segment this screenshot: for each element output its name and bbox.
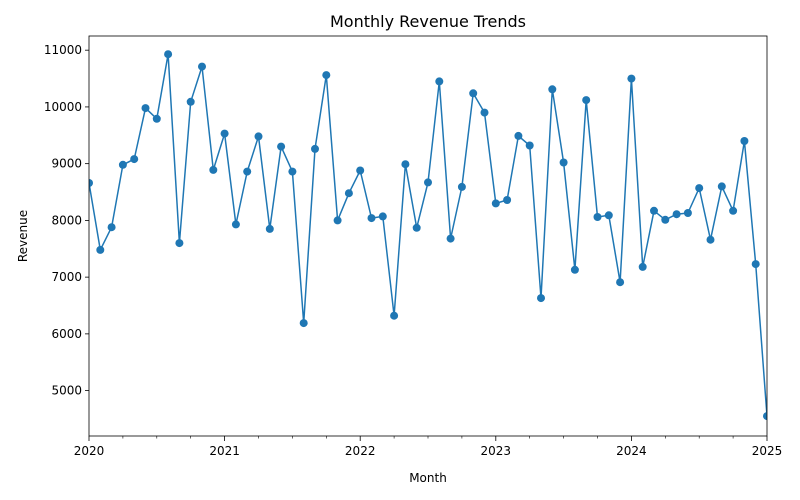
y-tick-label: 9000	[51, 157, 82, 171]
data-point	[186, 97, 195, 106]
data-point	[220, 129, 229, 138]
y-tick-label: 8000	[51, 213, 82, 227]
data-point	[435, 77, 444, 86]
x-tick-label: 2022	[345, 444, 376, 458]
data-point	[198, 62, 206, 71]
data-point	[96, 245, 105, 254]
x-tick-label: 2020	[74, 444, 105, 458]
data-point	[209, 165, 218, 174]
data-point	[751, 260, 760, 269]
data-point	[356, 166, 365, 175]
data-point	[672, 210, 681, 219]
data-point	[164, 50, 173, 59]
data-point	[401, 160, 410, 169]
data-point	[175, 239, 184, 248]
data-point	[717, 182, 726, 191]
data-point	[243, 167, 252, 176]
data-point	[650, 206, 658, 215]
data-point	[537, 294, 545, 303]
data-point	[570, 265, 579, 274]
data-point	[661, 215, 670, 224]
data-point	[457, 182, 466, 191]
data-point	[378, 212, 387, 221]
data-point	[141, 104, 150, 113]
data-point	[446, 234, 455, 243]
y-tick-label: 7000	[51, 270, 82, 284]
data-point	[582, 96, 591, 105]
data-point	[288, 167, 297, 176]
data-point	[548, 85, 557, 94]
data-point	[424, 178, 432, 187]
plot-frame	[88, 35, 768, 437]
plot-area: 5000 6000 7000 8000 9000 10000 11000 2020 2021 20…	[44, 35, 783, 458]
data-point	[322, 71, 331, 80]
data-point	[367, 214, 376, 223]
data-point	[469, 89, 478, 98]
data-point	[152, 114, 161, 123]
data-point	[638, 262, 647, 271]
x-tick-label: 2023	[481, 444, 512, 458]
data-point	[412, 223, 421, 232]
x-axis-label: Month	[409, 471, 447, 485]
data-point	[706, 235, 715, 244]
data-point	[514, 131, 523, 140]
data-point	[333, 216, 342, 225]
data-point	[130, 155, 139, 164]
data-point	[503, 196, 512, 204]
data-point	[480, 108, 489, 117]
data-point	[763, 412, 767, 421]
data-point	[525, 141, 534, 150]
y-axis-label: Revenue	[16, 210, 30, 262]
x-tick-label: 2021	[209, 444, 240, 458]
data-point	[616, 278, 625, 287]
data-point	[299, 319, 308, 328]
data-point	[390, 311, 399, 320]
data-point	[89, 179, 93, 187]
data-point	[254, 132, 263, 141]
data-point	[118, 160, 127, 169]
data-point	[593, 213, 602, 221]
chart-title: Monthly Revenue Trends	[330, 12, 526, 31]
data-point	[107, 223, 116, 232]
data-point	[265, 224, 274, 233]
y-tick-label: 11000	[44, 43, 82, 57]
data-point	[683, 209, 692, 217]
data-point	[559, 158, 568, 167]
y-tick-label: 6000	[51, 327, 82, 341]
y-tick-label: 5000	[51, 384, 82, 398]
x-tick-label: 2025	[752, 444, 783, 458]
series-group	[89, 50, 767, 421]
data-point	[311, 144, 319, 153]
y-tick-label: 10000	[44, 100, 82, 114]
data-point	[695, 184, 704, 193]
data-point	[231, 220, 240, 229]
data-point	[491, 199, 500, 208]
data-point	[277, 142, 286, 151]
data-point	[604, 211, 613, 220]
data-point	[627, 74, 636, 83]
data-point	[729, 206, 738, 215]
x-tick-label: 2024	[616, 444, 647, 458]
data-point	[740, 137, 749, 145]
data-point	[344, 189, 353, 198]
